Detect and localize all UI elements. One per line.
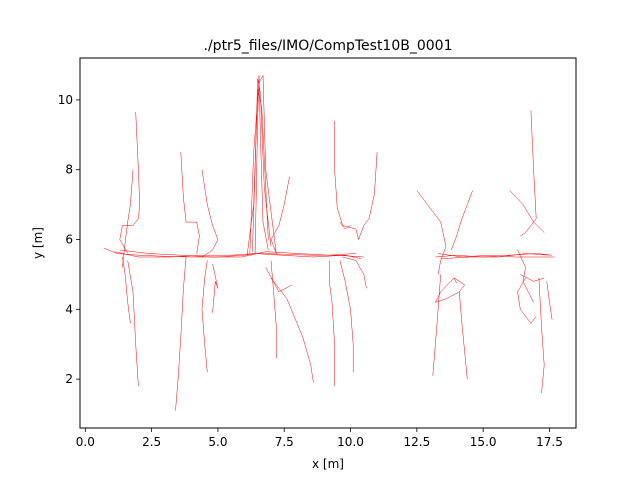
trajectory-line-5 [438, 253, 555, 258]
trajectory-line-3 [119, 249, 356, 258]
trajectory-line-11 [119, 112, 140, 254]
x-tick-label: 12.5 [403, 435, 430, 449]
trajectory-line-37 [517, 249, 534, 303]
x-tick-label: 7.5 [275, 435, 294, 449]
series-layer [103, 75, 555, 411]
trajectory-line-28 [339, 260, 354, 373]
trajectory-line-6 [440, 253, 550, 259]
trajectory-line-13 [122, 256, 131, 324]
trajectory-line-26 [358, 152, 378, 240]
trajectory-line-1 [103, 247, 364, 258]
trajectory-line-22 [270, 277, 314, 383]
trajectory-line-27 [329, 260, 335, 387]
y-tick-label: 4 [65, 302, 73, 316]
trajectory-line-9 [249, 75, 277, 254]
trajectory-line-39 [538, 277, 545, 394]
trajectory-line-35 [520, 110, 537, 237]
y-tick-label: 8 [65, 163, 73, 177]
trajectory-line-10 [246, 89, 269, 256]
plot-frame [79, 57, 577, 429]
y-axis-ticks: 2 4 6 8 10 [58, 93, 80, 386]
trajectory-line-36 [509, 190, 545, 233]
x-tick-label: 5.0 [208, 435, 227, 449]
trajectory-line-23 [265, 267, 293, 293]
y-tick-label: 2 [65, 372, 73, 386]
trajectory-line-31 [432, 274, 441, 376]
trajectory-line-21 [270, 260, 277, 359]
x-tick-label: 2.5 [142, 435, 161, 449]
trajectory-line-12 [122, 169, 134, 268]
trajectory-line-34 [459, 291, 468, 380]
x-tick-label: 15.0 [470, 435, 497, 449]
trajectory-line-2 [114, 251, 362, 259]
trajectory-line-25 [339, 221, 351, 230]
x-tick-label: 17.5 [536, 435, 563, 449]
trajectory-line-14 [127, 260, 139, 387]
trajectory-line-17 [201, 169, 219, 258]
trajectory-line-24 [334, 120, 359, 240]
y-tick-label: 6 [65, 233, 73, 247]
trajectory-line-29 [342, 256, 367, 289]
trajectory-line-40 [546, 281, 553, 320]
trajectory-line-32 [451, 190, 473, 251]
trajectory-line-30 [416, 190, 447, 275]
trajectory-line-15 [180, 152, 200, 254]
trajectory-line-19 [212, 263, 219, 313]
y-tick-label: 10 [58, 93, 73, 107]
trajectory-line-41 [520, 274, 545, 282]
x-tick-label: 0.0 [76, 435, 95, 449]
trajectory-line-38 [517, 277, 537, 324]
x-axis-label: x [m] [312, 457, 344, 471]
trajectory-line-16 [175, 256, 187, 411]
x-axis-ticks: 0.0 2.5 5.0 7.5 10.0 12.5 15.0 17.5 [76, 428, 563, 449]
trajectory-line-18 [201, 260, 208, 373]
y-axis-label: y [m] [31, 227, 45, 259]
chart-title: ./ptr5_files/IMO/CompTest10B_0001 [204, 38, 453, 54]
trajectory-line-20 [270, 176, 290, 254]
x-tick-label: 10.0 [337, 435, 364, 449]
trajectory-line-33 [435, 277, 465, 303]
trajectory-line-7 [254, 75, 269, 254]
